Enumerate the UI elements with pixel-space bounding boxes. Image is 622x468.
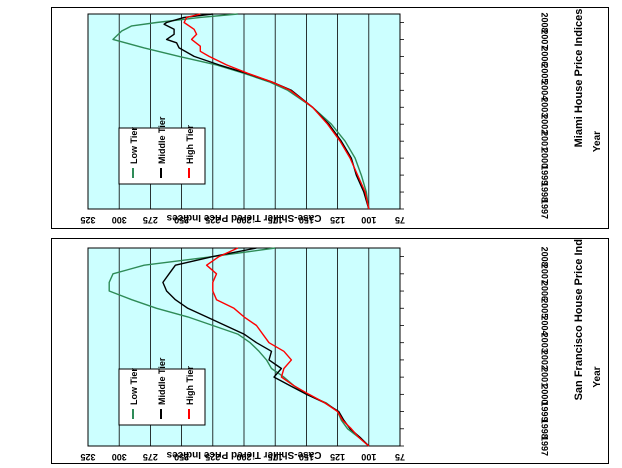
value-tick-label: 300: [112, 215, 127, 225]
series-line-middle-tier: [162, 247, 370, 447]
value-tick-label: 275: [143, 452, 158, 462]
value-tick-label: 75: [395, 215, 405, 225]
series-line-high-tier: [183, 13, 370, 210]
value-tick-label: 225: [205, 452, 220, 462]
value-tick-label: 275: [143, 215, 158, 225]
year-tick-label: 2000: [540, 148, 550, 168]
series-line-middle-tier: [163, 13, 370, 210]
year-tick-label: 2001: [540, 367, 550, 387]
year-tick-label: 2005: [540, 298, 550, 318]
year-tick-label: 2007: [540, 264, 550, 284]
year-tick-label: 2007: [540, 29, 550, 49]
value-tick-label: 125: [330, 452, 345, 462]
value-tick-label: 175: [268, 452, 283, 462]
year-tick-label: 1997: [540, 436, 550, 456]
series-line-high-tier: [205, 247, 370, 447]
miami-chart-panel: 75 100 125 150 175 200 225 250 275 300 325 1997 1998…: [51, 7, 609, 229]
san-francisco-chart-panel: 75 100 125 150 175 200 225 250 275 300 325 1997 1998…: [51, 238, 609, 464]
value-tick-label: 200: [236, 215, 251, 225]
value-tick-label: 175: [268, 215, 283, 225]
y-axis-label: Case-Shiller Tiered Price Indices: [166, 449, 321, 460]
value-tick-label: 100: [361, 452, 376, 462]
year-tick-label: 1998: [540, 182, 550, 202]
legend-label: Middle Tier: [157, 357, 167, 405]
x-axis-label: Year: [592, 131, 603, 152]
value-tick-label: 325: [80, 215, 95, 225]
value-tick-label: 300: [112, 452, 127, 462]
value-tick-label: 250: [174, 215, 189, 225]
value-tick-label: 200: [236, 452, 251, 462]
legend-label: High Tier: [185, 366, 195, 405]
chart-title: San Francisco House Price Indices: [573, 239, 585, 400]
year-tick-label: 2005: [540, 63, 550, 83]
value-tick-label: 250: [174, 452, 189, 462]
year-tick-label: 2002: [540, 350, 550, 370]
legend-label: Low Tier: [129, 127, 139, 164]
miami-chart: 75 100 125 150 175 200 225 250 275 300 325 19971998…: [80, 9, 603, 225]
value-tick-label: 75: [395, 452, 405, 462]
year-tick-label: 2004: [540, 80, 550, 100]
year-tick-label: 2004: [540, 315, 550, 335]
year-tick-label: 2003: [540, 333, 550, 353]
year-tick-label: 1997: [540, 199, 550, 219]
legend-label: High Tier: [185, 125, 195, 164]
value-tick-label: 100: [361, 215, 376, 225]
year-tick-label: 2006: [540, 46, 550, 66]
year-tick-label: 2002: [540, 114, 550, 134]
year-tick-label: 2003: [540, 97, 550, 117]
year-tick-label: 1999: [540, 402, 550, 422]
value-tick-label: 125: [330, 215, 345, 225]
san-francisco-chart: 75 100 125 150 175 200 225 250 275 300 325 19971998…: [80, 239, 603, 462]
series-line-low-tier: [112, 13, 370, 210]
value-tick-label: 150: [299, 215, 314, 225]
year-tick-label: 2001: [540, 131, 550, 151]
year-tick-label: 1999: [540, 165, 550, 185]
year-tick-label: 2008: [540, 247, 550, 267]
legend-label: Low Tier: [129, 368, 139, 405]
year-tick-label: 2008: [540, 12, 550, 32]
year-tick-label: 1998: [540, 419, 550, 439]
chart-title: Miami House Price Indices: [573, 9, 585, 148]
x-axis-label: Year: [592, 366, 603, 387]
value-tick-label: 225: [205, 215, 220, 225]
year-tick-label: 2006: [540, 281, 550, 301]
value-tick-label: 150: [299, 452, 314, 462]
y-axis-label: Case-Shiller Tiered Price Indices: [166, 212, 321, 223]
value-tick-label: 325: [80, 452, 95, 462]
legend-label: Middle Tier: [157, 116, 167, 164]
year-tick-label: 2000: [540, 384, 550, 404]
